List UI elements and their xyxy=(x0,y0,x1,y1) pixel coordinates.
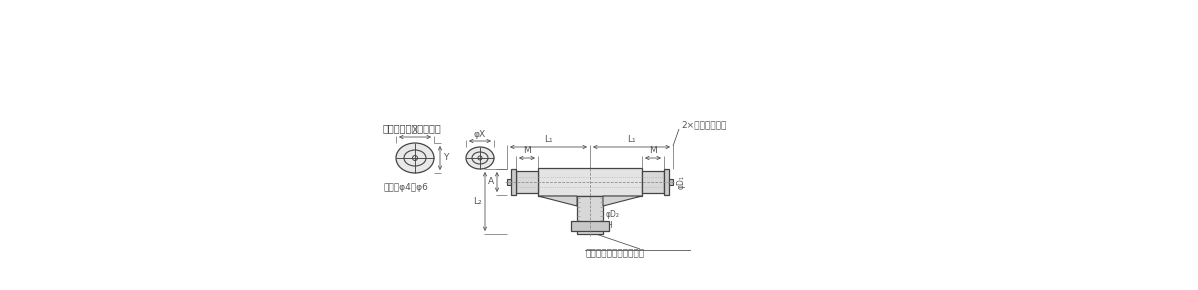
Text: 2×適用チューブ: 2×適用チューブ xyxy=(680,120,726,129)
Ellipse shape xyxy=(397,143,434,173)
Text: M: M xyxy=(649,146,657,155)
Bar xyxy=(577,196,603,234)
Text: M: M xyxy=(524,146,531,155)
Polygon shape xyxy=(538,196,577,206)
Bar xyxy=(668,179,673,185)
Ellipse shape xyxy=(466,147,494,169)
Text: φD₁: φD₁ xyxy=(677,175,686,189)
Text: 対象：φ4、φ6: 対象：φ4、φ6 xyxy=(383,183,428,192)
Text: L₂: L₂ xyxy=(473,197,482,206)
Text: 接続ねじ（シール劑付）: 接続ねじ（シール劑付） xyxy=(585,249,645,258)
Text: H: H xyxy=(606,221,612,230)
Text: リリースプッシュ寸法: リリースプッシュ寸法 xyxy=(383,123,442,133)
Bar xyxy=(516,171,538,193)
Bar xyxy=(664,169,668,195)
Text: φD₂: φD₂ xyxy=(606,210,621,219)
Bar xyxy=(507,179,512,185)
Bar xyxy=(642,171,664,193)
Text: X: X xyxy=(412,126,418,135)
Text: A: A xyxy=(488,177,494,186)
Bar xyxy=(571,221,609,231)
Text: Y: Y xyxy=(443,153,448,162)
Polygon shape xyxy=(603,196,642,206)
Text: φX: φX xyxy=(474,130,486,139)
Text: L₁: L₁ xyxy=(628,135,636,144)
Bar xyxy=(512,169,516,195)
Text: L₁: L₁ xyxy=(544,135,552,144)
Bar xyxy=(538,168,642,196)
